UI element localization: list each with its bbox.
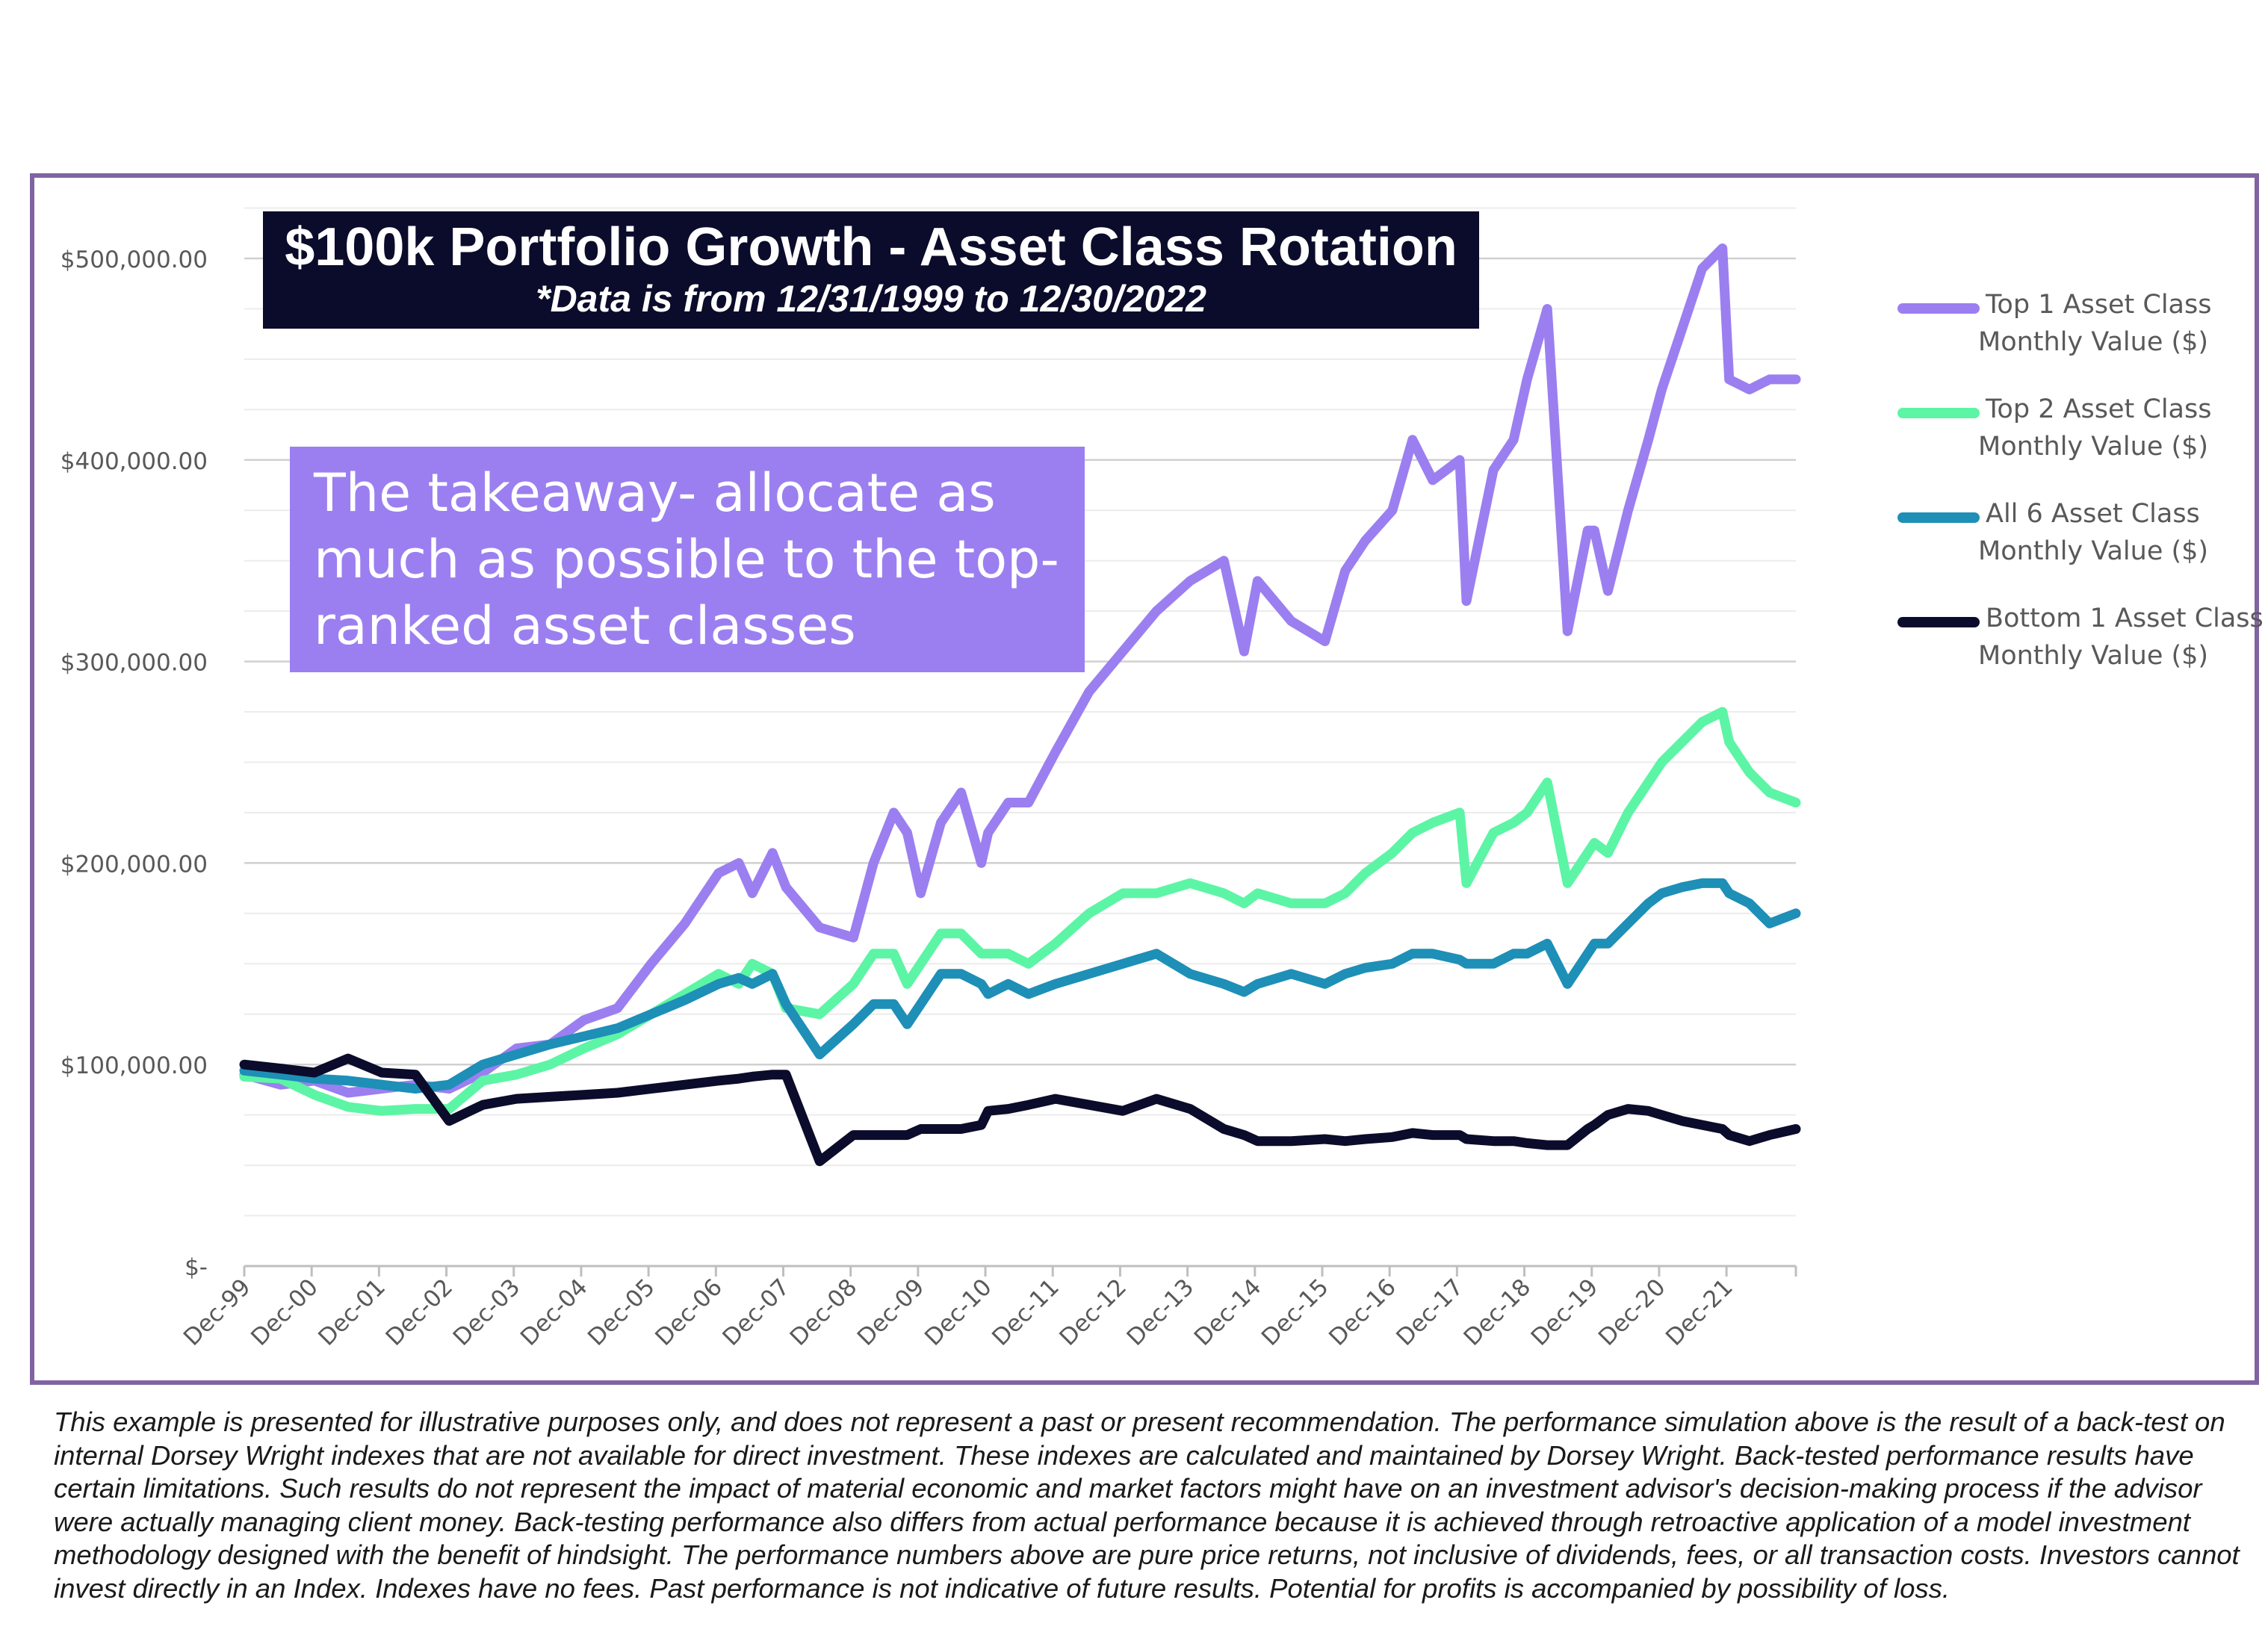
legend-label: Monthly Value ($) xyxy=(1978,432,2209,462)
x-tick-label: Dec-14 xyxy=(1189,1274,1267,1351)
y-tick-label: $- xyxy=(185,1254,208,1281)
legend-label: Monthly Value ($) xyxy=(1978,536,2209,566)
x-tick-label: Dec-07 xyxy=(717,1274,795,1351)
x-tick-label: Dec-18 xyxy=(1459,1274,1537,1351)
x-tick-label: Dec-13 xyxy=(1122,1274,1200,1351)
x-tick-label: Dec-16 xyxy=(1324,1274,1401,1351)
legend-label: Monthly Value ($) xyxy=(1978,641,2209,671)
series-lines xyxy=(239,244,1801,1167)
legend-label: All 6 Asset Class xyxy=(1986,499,2200,529)
y-tick-label: $200,000.00 xyxy=(61,851,208,878)
legend-label: Bottom 1 Asset Class xyxy=(1986,604,2264,633)
series-line-3 xyxy=(239,1053,1801,1167)
x-tick-label: Dec-05 xyxy=(583,1274,660,1351)
legend-swatch-top2 xyxy=(1897,408,1980,418)
legend-label: Top 2 Asset Class xyxy=(1986,394,2212,424)
x-tick-label: Dec-01 xyxy=(313,1274,391,1351)
series-line-0 xyxy=(239,244,1801,1098)
x-tick-label: Dec-19 xyxy=(1526,1274,1604,1351)
x-tick-label: Dec-21 xyxy=(1661,1274,1738,1351)
x-tick-label: Dec-12 xyxy=(1054,1274,1132,1351)
chart-frame xyxy=(30,173,2259,1385)
y-tick-label: $400,000.00 xyxy=(61,448,208,475)
x-tick-label: Dec-06 xyxy=(650,1274,728,1351)
x-tick-label: Dec-09 xyxy=(852,1274,930,1351)
x-tick-label: Dec-08 xyxy=(785,1274,863,1351)
x-tick-label: Dec-15 xyxy=(1257,1274,1334,1351)
chart-title: $100k Portfolio Growth - Asset Class Rot… xyxy=(285,217,1457,277)
x-tick-label: Dec-02 xyxy=(381,1274,459,1351)
takeaway-callout: The takeaway- allocate as much as possib… xyxy=(290,447,1085,672)
x-tick-label: Dec-99 xyxy=(179,1274,256,1351)
x-tick-label: Dec-04 xyxy=(515,1274,593,1351)
disclaimer-text: This example is presented for illustrati… xyxy=(54,1406,2240,1604)
legend-swatch-bottom1 xyxy=(1897,617,1980,627)
legend-label: Monthly Value ($) xyxy=(1978,327,2209,357)
x-tick-label: Dec-03 xyxy=(448,1274,526,1351)
y-tick-label: $300,000.00 xyxy=(61,650,208,677)
y-tick-label: $500,000.00 xyxy=(61,246,208,273)
x-tick-label: Dec-00 xyxy=(246,1274,323,1351)
y-tick-label: $100,000.00 xyxy=(61,1052,208,1079)
x-tick-label: Dec-17 xyxy=(1391,1274,1469,1351)
x-tick-label: Dec-11 xyxy=(987,1274,1065,1351)
chart-title-box: $100k Portfolio Growth - Asset Class Rot… xyxy=(263,211,1479,329)
legend-label: Top 1 Asset Class xyxy=(1986,290,2212,320)
legend-swatch-all6 xyxy=(1897,512,1980,523)
series-line-2 xyxy=(239,878,1801,1094)
chart-subtitle: *Data is from 12/31/1999 to 12/30/2022 xyxy=(536,278,1206,320)
x-tick-label: Dec-10 xyxy=(920,1274,997,1351)
series-line-1 xyxy=(239,707,1801,1116)
x-tick-label: Dec-20 xyxy=(1593,1274,1671,1351)
legend-swatch-top1 xyxy=(1897,303,1980,314)
